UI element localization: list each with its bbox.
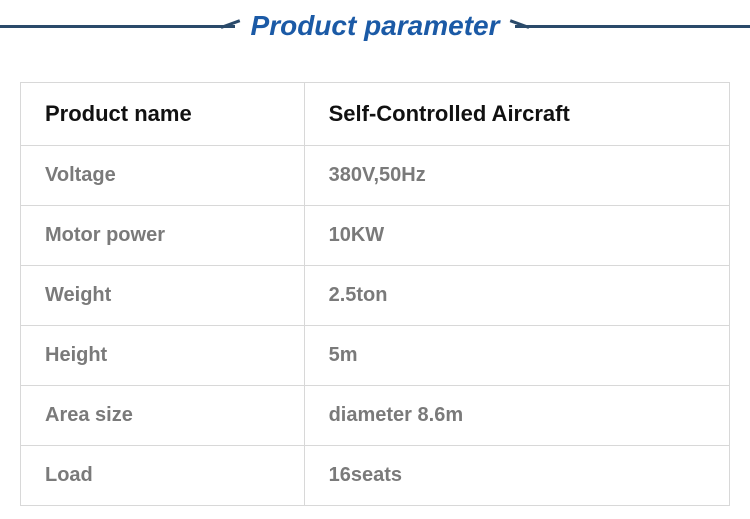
spec-label: Load xyxy=(21,446,305,506)
spec-label: Area size xyxy=(21,386,305,446)
spec-label: Motor power xyxy=(21,206,305,266)
spec-value: 10KW xyxy=(304,206,729,266)
spec-label: Voltage xyxy=(21,146,305,206)
table-row: Product name Self-Controlled Aircraft xyxy=(21,83,730,146)
spec-value: 16seats xyxy=(304,446,729,506)
spec-label: Weight xyxy=(21,266,305,326)
table-row: Height 5m xyxy=(21,326,730,386)
spec-value: diameter 8.6m xyxy=(304,386,729,446)
table-row: Weight 2.5ton xyxy=(21,266,730,326)
decorative-line-left xyxy=(0,25,235,28)
table-row: Voltage 380V,50Hz xyxy=(21,146,730,206)
spec-value: 380V,50Hz xyxy=(304,146,729,206)
table-row: Motor power 10KW xyxy=(21,206,730,266)
table-row: Load 16seats xyxy=(21,446,730,506)
spec-table: Product name Self-Controlled Aircraft Vo… xyxy=(20,82,730,506)
spec-label: Height xyxy=(21,326,305,386)
page-title: Product parameter xyxy=(251,10,500,42)
spec-value: 5m xyxy=(304,326,729,386)
spec-value: Self-Controlled Aircraft xyxy=(304,83,729,146)
spec-label: Product name xyxy=(21,83,305,146)
spec-value: 2.5ton xyxy=(304,266,729,326)
table-row: Area size diameter 8.6m xyxy=(21,386,730,446)
page-header: Product parameter xyxy=(0,0,750,62)
decorative-line-right xyxy=(515,25,750,28)
